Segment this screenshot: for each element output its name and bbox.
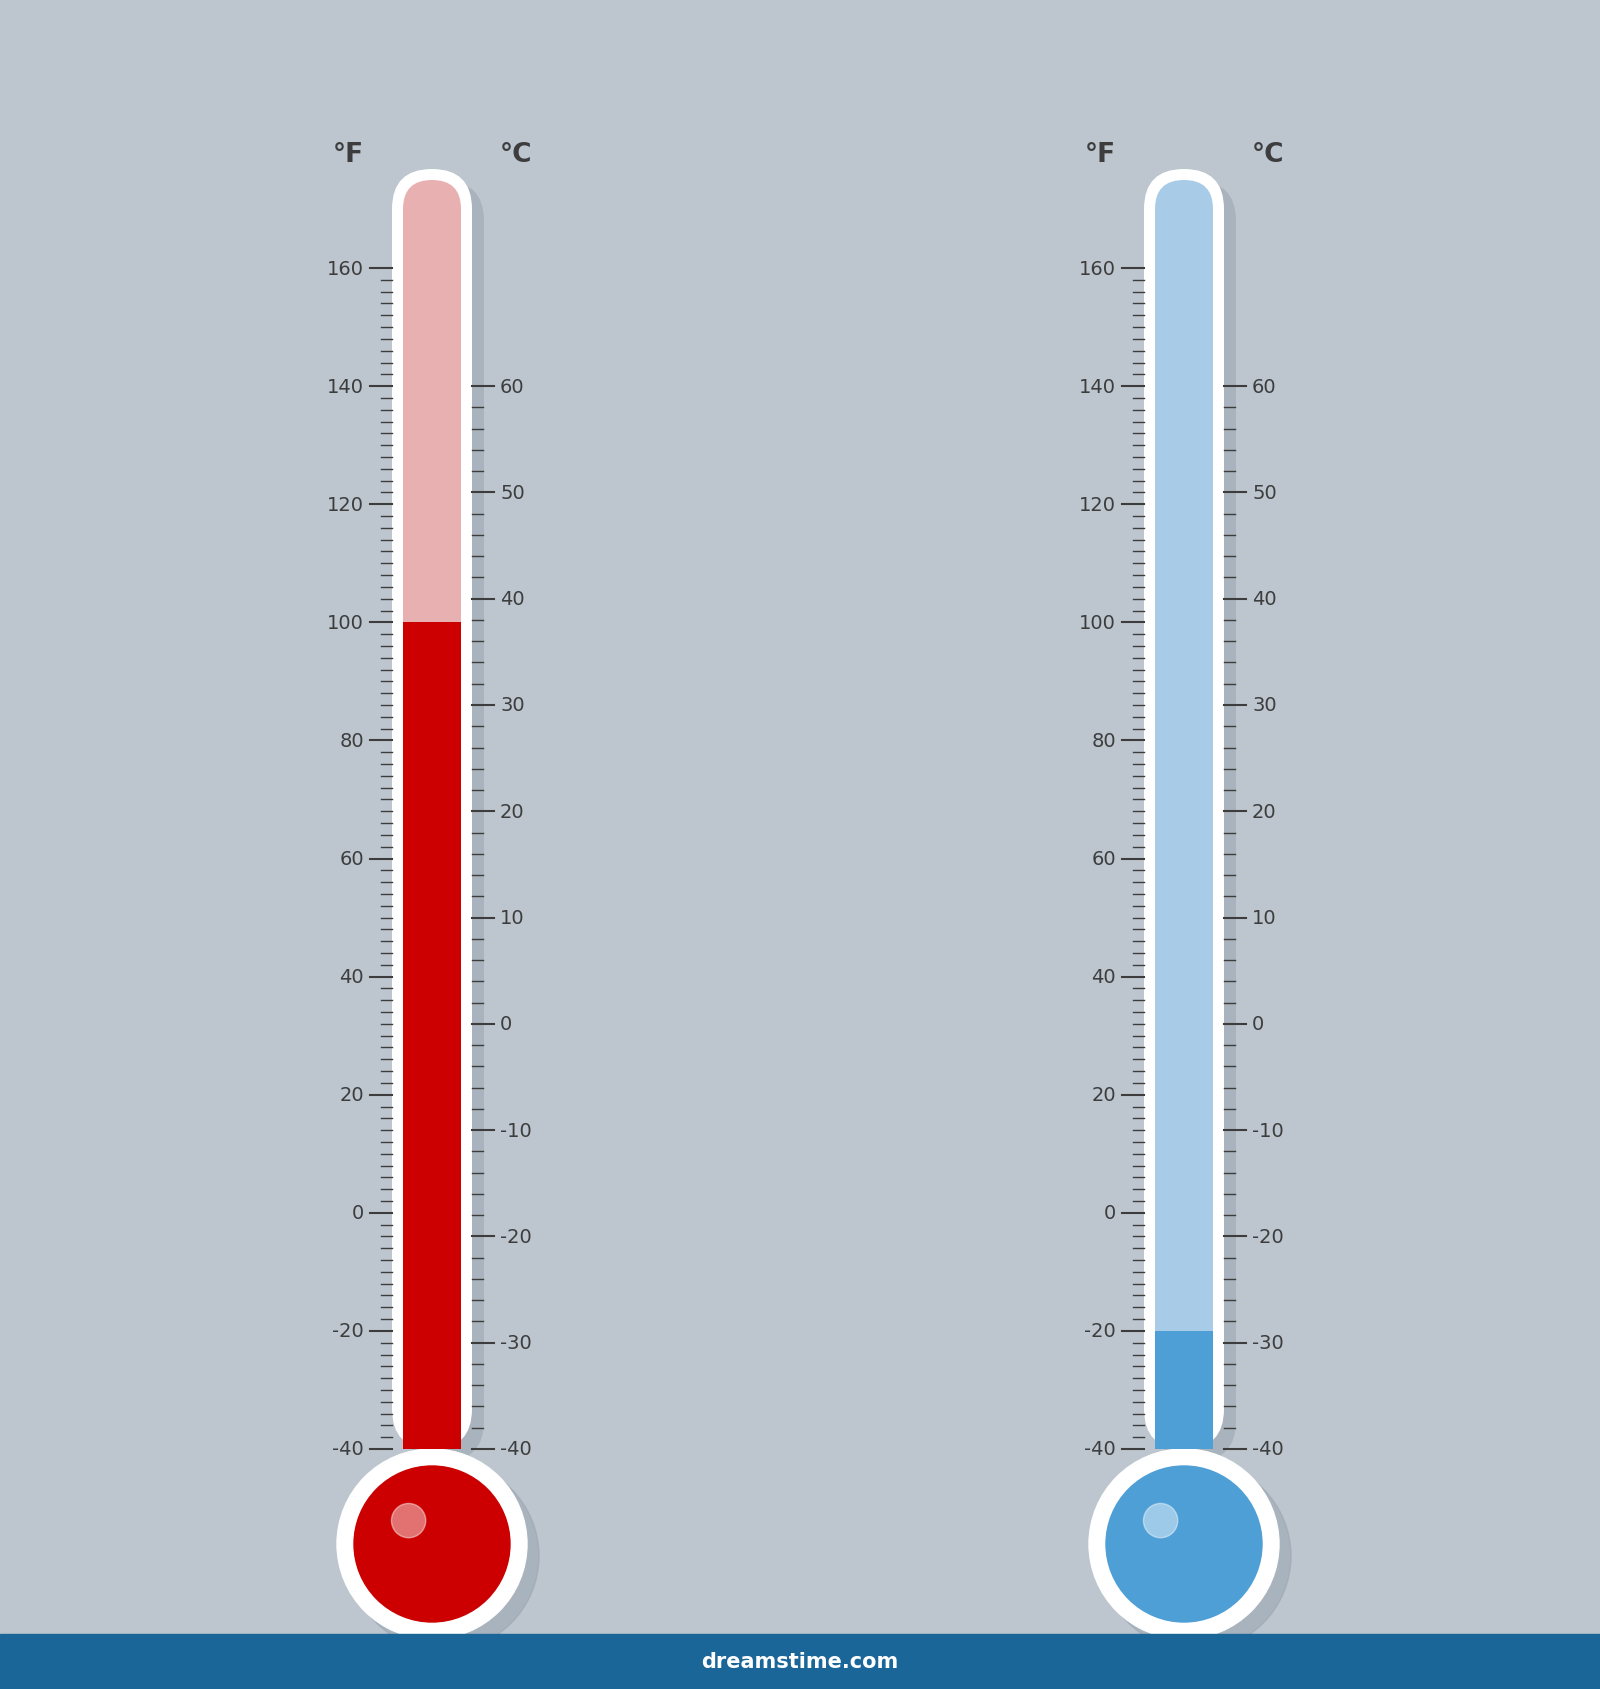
Text: -40: -40 (1251, 1439, 1283, 1459)
Bar (1155, 1331, 1213, 1449)
Text: -20: -20 (333, 1321, 365, 1341)
Text: -10: -10 (1251, 1121, 1283, 1140)
Text: °C: °C (1251, 142, 1285, 167)
Text: 20: 20 (339, 1086, 365, 1105)
Text: 160: 160 (326, 260, 365, 279)
Text: 40: 40 (339, 968, 365, 986)
Text: -20: -20 (1085, 1321, 1117, 1341)
Text: 20: 20 (1091, 1086, 1117, 1105)
Text: 30: 30 (1251, 696, 1277, 714)
Text: °F: °F (1085, 142, 1117, 167)
Text: -20: -20 (1251, 1228, 1283, 1246)
Text: 20: 20 (1251, 802, 1277, 821)
FancyBboxPatch shape (1144, 171, 1224, 1449)
FancyBboxPatch shape (403, 181, 461, 1449)
Text: 140: 140 (1078, 377, 1117, 397)
Text: 60: 60 (339, 850, 365, 868)
Circle shape (1144, 1503, 1178, 1539)
FancyBboxPatch shape (392, 171, 472, 1449)
Circle shape (338, 1449, 526, 1638)
Text: 100: 100 (1078, 613, 1117, 632)
Text: dreamstime.com: dreamstime.com (701, 1652, 899, 1672)
Text: 60: 60 (1091, 850, 1117, 868)
Text: -40: -40 (333, 1439, 365, 1459)
Text: -40: -40 (1085, 1439, 1117, 1459)
Text: 140: 140 (326, 377, 365, 397)
Text: 60: 60 (1251, 377, 1277, 397)
Text: 50: 50 (499, 483, 525, 503)
Text: 40: 40 (499, 589, 525, 608)
Text: 120: 120 (326, 495, 365, 515)
Text: 120: 120 (1078, 495, 1117, 515)
Text: 30: 30 (499, 696, 525, 714)
Text: 40: 40 (1091, 968, 1117, 986)
Circle shape (1106, 1466, 1262, 1621)
Text: -30: -30 (499, 1333, 531, 1353)
Circle shape (354, 1466, 510, 1621)
Text: 40: 40 (1251, 589, 1277, 608)
Text: -20: -20 (499, 1228, 531, 1246)
Text: 60: 60 (499, 377, 525, 397)
Circle shape (1101, 1461, 1291, 1652)
Text: 0: 0 (1104, 1204, 1117, 1223)
Text: 80: 80 (339, 731, 365, 750)
FancyBboxPatch shape (1155, 181, 1213, 1449)
Text: 10: 10 (499, 909, 525, 927)
Circle shape (349, 1461, 539, 1652)
Text: 10: 10 (1251, 909, 1277, 927)
Text: 20: 20 (499, 802, 525, 821)
Text: -30: -30 (1251, 1333, 1283, 1353)
Text: 160: 160 (1078, 260, 1117, 279)
Text: 80: 80 (1091, 731, 1117, 750)
Text: 100: 100 (326, 613, 365, 632)
Text: -40: -40 (499, 1439, 531, 1459)
Text: -10: -10 (499, 1121, 531, 1140)
Text: °F: °F (333, 142, 365, 167)
Circle shape (1090, 1449, 1278, 1638)
Text: 0: 0 (1251, 1015, 1264, 1034)
Text: 50: 50 (1251, 483, 1277, 503)
Text: 0: 0 (352, 1204, 365, 1223)
Text: 0: 0 (499, 1015, 512, 1034)
FancyBboxPatch shape (403, 182, 483, 1461)
Text: °C: °C (499, 142, 533, 167)
Bar (0, 1633, 1600, 1689)
FancyBboxPatch shape (1155, 182, 1235, 1461)
Bar (403, 623, 461, 1449)
Circle shape (392, 1503, 426, 1539)
